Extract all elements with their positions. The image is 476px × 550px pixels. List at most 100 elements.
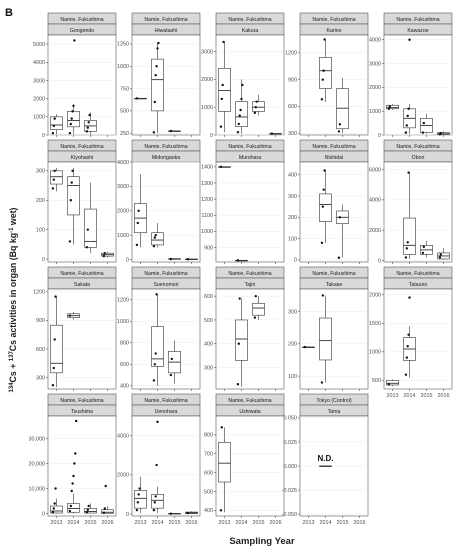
- data-point: [237, 122, 240, 126]
- data-point: [169, 129, 173, 133]
- plot-area: [383, 161, 453, 263]
- data-point: [87, 121, 90, 124]
- y-tick-label: 2000: [33, 96, 45, 102]
- y-tick-label: 5000: [33, 42, 45, 48]
- y-tick-label: 0.000: [284, 464, 298, 470]
- y-tick-label: 4000: [117, 433, 129, 439]
- y-tick-label: 200: [36, 198, 45, 204]
- panel-letter: B: [5, 7, 13, 19]
- data-point: [320, 241, 324, 245]
- data-point: [52, 507, 55, 510]
- box-iqr: [386, 380, 399, 386]
- data-point: [53, 338, 56, 341]
- y-tick-label: 2000: [369, 228, 381, 234]
- panel-takase: Namie, Fukushima Takase 100 200 300: [288, 266, 369, 391]
- box-iqr: [252, 302, 265, 316]
- data-point: [238, 297, 241, 300]
- data-point: [238, 114, 241, 117]
- y-tick-label: 400: [288, 173, 297, 179]
- data-point: [152, 131, 156, 134]
- data-point: [71, 482, 74, 485]
- data-point: [156, 47, 159, 50]
- y-tick-label: 900: [36, 318, 45, 324]
- y-tick-label: 3000: [201, 49, 213, 55]
- y-tick-label: 1250: [117, 42, 129, 48]
- data-point: [135, 97, 139, 100]
- y-tick-label: 1000: [369, 350, 381, 356]
- data-point: [421, 131, 425, 134]
- data-point: [155, 65, 158, 68]
- nd-annotation: N.D.: [318, 454, 334, 463]
- data-point: [68, 240, 72, 243]
- data-point: [270, 132, 274, 135]
- strip-site-label: Obori: [412, 155, 425, 161]
- y-tick-label: 100: [36, 227, 45, 233]
- x-tick-label: 2013: [135, 520, 147, 526]
- data-point: [103, 251, 107, 255]
- y-tick-label: 250: [120, 131, 129, 137]
- data-point: [154, 495, 157, 498]
- data-point: [253, 316, 257, 319]
- data-point: [153, 236, 156, 239]
- data-point: [72, 474, 75, 478]
- data-point: [219, 509, 223, 512]
- strip-site-label: Sakata: [74, 282, 90, 288]
- box-iqr: [319, 57, 332, 89]
- plot-area: [131, 34, 201, 136]
- data-point: [71, 169, 74, 173]
- strip-region-label: Namie, Fukushima: [228, 271, 271, 277]
- box-iqr: [235, 101, 248, 127]
- data-point: [421, 251, 425, 255]
- y-tick-label: -0.050: [282, 512, 297, 518]
- y-tick-label: 500: [120, 109, 129, 115]
- box-iqr: [151, 326, 164, 367]
- x-tick-label: 2014: [404, 393, 416, 399]
- strip-region-label: Namie, Fukushima: [60, 271, 103, 277]
- y-tick-label: 800: [120, 341, 129, 347]
- y-tick-label: 1200: [33, 290, 45, 296]
- data-point: [408, 38, 411, 41]
- panel-uenohara: Namie, Fukushima Uenohara 0 2000 4000 2013 201…: [117, 393, 201, 526]
- y-tick-label: 2000: [117, 473, 129, 479]
- plot-area: [299, 161, 369, 263]
- y-tick-label: 3000: [33, 78, 45, 84]
- data-point: [157, 41, 160, 45]
- data-point: [407, 107, 410, 111]
- data-point: [407, 333, 410, 336]
- strip-region-label: Namie, Fukushima: [312, 144, 355, 150]
- panel-murohara: Namie, Fukushima Murohara 900 1000 1100 1200 1…: [201, 139, 285, 264]
- panel-tsushima: Namie, Fukushima Tsushima 0 10,000 20,000 30,…: [29, 393, 117, 526]
- x-tick-label: 2016: [438, 393, 450, 399]
- y-tick-label: 300: [288, 194, 297, 200]
- y-tick-label: -0.025: [282, 488, 297, 494]
- y-tick-label: 4000: [369, 38, 381, 44]
- y-tick-label: 1000: [369, 109, 381, 115]
- data-point: [322, 188, 325, 191]
- data-point: [86, 126, 90, 129]
- data-point: [70, 489, 73, 493]
- y-tick-label: 0: [42, 511, 45, 517]
- y-tick-label: 0.025: [284, 440, 298, 446]
- strip-region-label: Namie, Fukushima: [396, 17, 439, 23]
- data-point: [404, 131, 408, 134]
- data-point: [186, 257, 190, 261]
- data-point: [68, 509, 72, 513]
- box-iqr: [218, 442, 231, 483]
- data-point: [69, 504, 73, 508]
- strip-site-label: Kiyohashi: [71, 155, 94, 161]
- data-point: [338, 123, 341, 126]
- y-tick-label: 1000: [117, 319, 129, 325]
- y-tick-label: 1500: [369, 321, 381, 327]
- y-label-sup-minus1: -1: [9, 227, 15, 233]
- y-tick-label: 300: [36, 375, 45, 381]
- strip-site-label: Murohara: [239, 155, 261, 161]
- y-tick-label: 2000: [369, 85, 381, 91]
- y-tick-label: 4000: [369, 198, 381, 204]
- data-point: [404, 256, 408, 259]
- data-point: [53, 169, 56, 173]
- data-point: [236, 259, 240, 262]
- data-point: [137, 493, 140, 496]
- strip-site-label: Midorigaoka: [152, 155, 180, 161]
- x-tick-label: 2015: [169, 520, 181, 526]
- box-iqr: [403, 217, 416, 255]
